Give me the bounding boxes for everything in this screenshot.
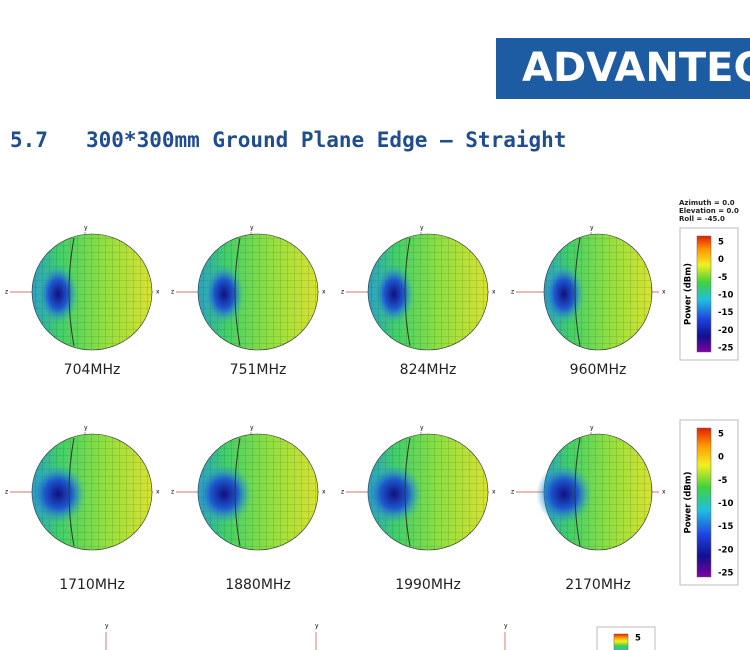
colorbar-tick: -5	[718, 273, 728, 283]
axis-label: x	[156, 489, 160, 496]
axis-label: z	[171, 489, 174, 496]
logo: ADVANTECH	[522, 45, 750, 91]
section-number: 5.7	[10, 128, 48, 152]
colorbar-label: Power (dBm)	[684, 471, 694, 533]
axis-label: y	[315, 623, 319, 630]
view-azimuth: Azimuth = 0.0	[679, 199, 735, 207]
pattern-seam	[574, 237, 581, 347]
radiation-pattern: z x y 1710MHz	[5, 425, 160, 594]
colorbar-scale	[696, 427, 712, 578]
pattern-seam	[404, 237, 411, 347]
pattern-seam	[68, 437, 75, 547]
colorbar-tick: -10	[718, 291, 733, 301]
colorbar-tick: -10	[718, 499, 733, 509]
radiation-pattern: z x y 1880MHz	[171, 425, 326, 594]
colorbar-tick: -20	[718, 545, 733, 555]
radiation-pattern: y	[105, 623, 109, 650]
axis-label: y	[105, 623, 109, 630]
axis-label: z	[5, 489, 8, 496]
pattern-null	[204, 264, 244, 324]
pattern-seam	[404, 437, 411, 547]
pattern-null	[366, 464, 422, 524]
view-elevation: Elevation = 0.0	[679, 207, 739, 215]
frequency-label: 1710MHz	[59, 577, 125, 593]
section-title: 300*300mm Ground Plane Edge – Straight	[86, 128, 566, 152]
axis-label: z	[171, 289, 174, 296]
colorbar-label: Power (dBm)	[684, 263, 694, 325]
radiation-pattern: z x y 824MHz	[341, 225, 496, 379]
pattern-null	[38, 264, 78, 324]
axis-label: y	[84, 425, 88, 432]
axis-label: x	[662, 489, 666, 496]
colorbar-tick: -20	[718, 326, 733, 336]
axis-label: y	[504, 623, 508, 630]
view-roll: Roll = -45.0	[679, 215, 725, 223]
colorbar-tick: -5	[718, 476, 728, 486]
radiation-pattern: y	[315, 623, 319, 650]
axis-label: x	[492, 489, 496, 496]
pattern-seam	[234, 437, 241, 547]
axis-label: y	[84, 225, 88, 232]
colorbar-tick: -15	[718, 522, 733, 532]
frequency-label: 704MHz	[64, 362, 121, 378]
axis-label: x	[492, 289, 496, 296]
axis-label: y	[590, 425, 594, 432]
colorbar-tick: 0	[718, 255, 724, 265]
axis-label: z	[5, 289, 8, 296]
colorbar-tick: 5	[635, 634, 641, 644]
colorbar-scale	[696, 235, 712, 353]
axis-label: x	[662, 289, 666, 296]
colorbar-tick: -25	[718, 344, 733, 354]
frequency-label: 1990MHz	[395, 577, 461, 593]
frequency-label: 824MHz	[400, 362, 457, 378]
colorbar-scale	[613, 633, 629, 650]
colorbar-tick: -15	[718, 308, 733, 318]
frequency-label: 1880MHz	[225, 577, 291, 593]
axis-label: z	[511, 489, 514, 496]
axis-label: z	[341, 489, 344, 496]
axis-label: y	[420, 425, 424, 432]
frequency-label: 751MHz	[230, 362, 287, 378]
frequency-label: 960MHz	[570, 362, 627, 378]
axis-label: y	[590, 225, 594, 232]
colorbar-tick: 5	[718, 430, 724, 440]
axis-label: x	[322, 489, 326, 496]
pattern-null	[30, 464, 86, 524]
pattern-null	[536, 464, 592, 524]
axis-label: y	[420, 225, 424, 232]
colorbar-tick: 5	[718, 238, 724, 248]
colorbar: 5	[596, 626, 656, 650]
pattern-null	[544, 264, 584, 324]
pattern-null	[196, 464, 252, 524]
colorbar-tick: -25	[718, 569, 733, 579]
axis-label: z	[511, 289, 514, 296]
pattern-seam	[68, 237, 75, 347]
pattern-null	[374, 264, 414, 324]
frequency-label: 2170MHz	[565, 577, 631, 593]
axis-label: x	[322, 289, 326, 296]
radiation-pattern: y	[504, 623, 508, 650]
colorbar: Power (dBm) 5 0 -5 -10 -15 -20 -25	[679, 227, 739, 361]
pattern-seam	[574, 437, 581, 547]
axis-label: y	[250, 425, 254, 432]
radiation-pattern: z x y 751MHz	[171, 225, 326, 379]
logo-box	[496, 38, 750, 99]
radiation-pattern: z x y 1990MHz	[341, 425, 496, 594]
axis-label: x	[156, 289, 160, 296]
colorbar: Power (dBm) 5 0 -5 -10 -15 -20 -25	[679, 419, 739, 586]
pattern-seam	[234, 237, 241, 347]
colorbar-tick: 0	[718, 453, 724, 463]
radiation-pattern: z x y 704MHz	[5, 225, 160, 379]
radiation-pattern: z x y 960MHz	[511, 225, 666, 379]
radiation-pattern: z x y 2170MHz	[511, 425, 666, 594]
axis-label: z	[341, 289, 344, 296]
axis-label: y	[250, 225, 254, 232]
